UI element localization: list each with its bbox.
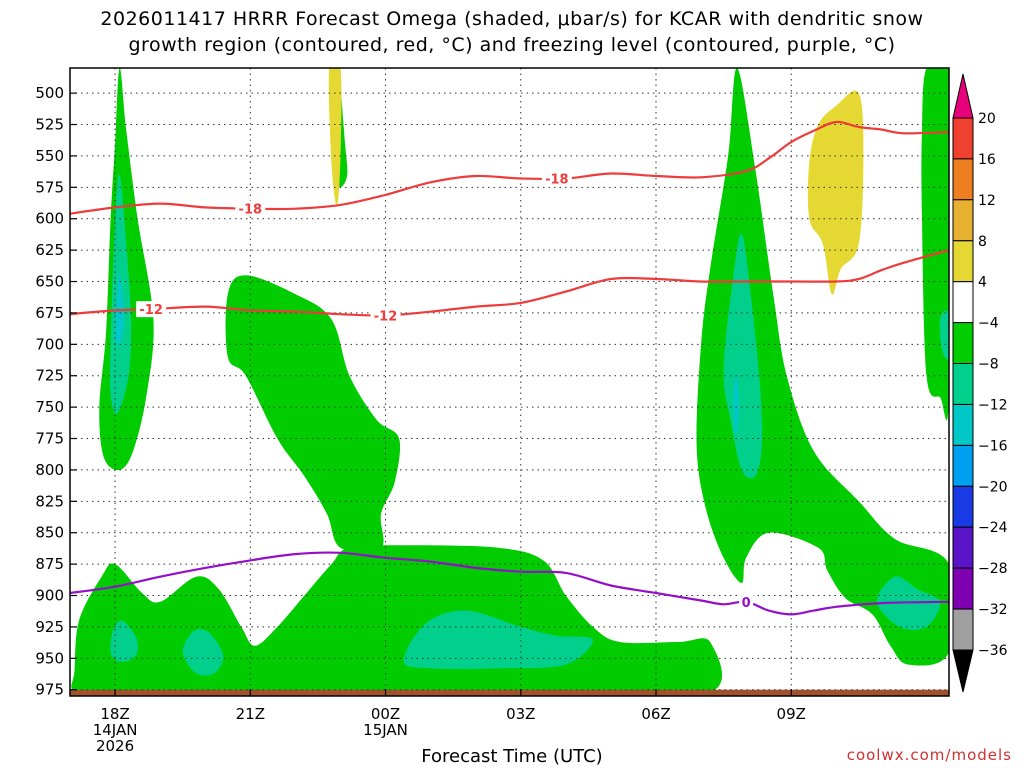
x-tick-sublabel-0-1: 2026 (96, 737, 134, 755)
y-tick-label-950: 950 (35, 649, 64, 667)
omega-region-16 (807, 90, 864, 295)
colorbar-top-arrow (952, 73, 974, 119)
y-tick-label-750: 750 (35, 398, 64, 416)
x-tick-sublabel-2-0: 15JAN (363, 721, 408, 739)
y-tick-label-925: 925 (35, 618, 64, 636)
omega-region-12 (939, 310, 949, 360)
colorbar-label-11: −28 (978, 561, 1008, 577)
dgz-label-bg-2 (136, 301, 167, 318)
colorbar-segment-11 (952, 567, 974, 610)
dgz-contour-label-1: -18 (545, 173, 569, 188)
dgz-contour-line-2 (70, 249, 949, 317)
y-tick-label-975: 975 (35, 681, 64, 699)
colorbar-segment-0 (952, 117, 974, 160)
colorbar-segment-1 (952, 158, 974, 201)
colorbar-segment-6 (952, 363, 974, 405)
omega-region-5 (921, 68, 949, 421)
y-tick-label-600: 600 (35, 210, 64, 228)
credit-text: coolwx.com/models (846, 746, 1012, 764)
colorbar-label-8: −16 (978, 438, 1008, 454)
x-tick-label-5: 09Z (777, 705, 806, 723)
colorbar-label-4: 4 (978, 275, 987, 291)
colorbar-label-10: −24 (978, 520, 1008, 536)
y-tick-label-575: 575 (35, 178, 64, 196)
dgz-label-bg-1 (541, 170, 572, 187)
y-tick-label-900: 900 (35, 587, 64, 605)
y-tick-label-500: 500 (35, 84, 64, 102)
dgz-contour-label-2: -12 (139, 303, 163, 318)
omega-region-14 (733, 375, 739, 434)
colorbar: 20 16 12 8 4 −4 −8 −12 −16 −20 −24 −28 −32 −36 (952, 73, 1008, 693)
omega-region-4 (696, 68, 949, 666)
colorbar-segment-5 (952, 322, 974, 365)
freezing-level-line (70, 551, 949, 616)
y-tick-label-800: 800 (35, 461, 64, 479)
colorbar-segment-3 (952, 240, 974, 283)
colorbar-label-7: −12 (978, 398, 1008, 414)
colorbar-segment-9 (952, 485, 974, 528)
y-tick-label-875: 875 (35, 555, 64, 573)
y-tick-label-700: 700 (35, 335, 64, 353)
colorbar-label-3: 8 (978, 234, 987, 250)
x-tick-label-0: 18Z (100, 705, 129, 723)
x-tick-label-4: 06Z (641, 705, 670, 723)
colorbar-label-1: 16 (978, 152, 996, 168)
colorbar-label-5: −4 (978, 316, 999, 332)
colorbar-segment-4 (952, 281, 974, 324)
omega-region-15 (328, 68, 342, 207)
terrain-band (70, 689, 949, 696)
y-tick-label-650: 650 (35, 273, 64, 291)
plot-frame (69, 67, 950, 697)
colorbar-segment-10 (952, 526, 974, 569)
omega-region-7 (110, 620, 139, 662)
dgz-label-bg-3 (370, 307, 401, 324)
contour-lines: -18 -18 -12 -12 0 (70, 120, 949, 616)
x-tick-label-3: 03Z (506, 705, 535, 723)
freezing-label-bg (739, 593, 754, 610)
x-tick-label-1: 21Z (236, 705, 265, 723)
colorbar-segment-2 (952, 199, 974, 242)
colorbar-label-2: 12 (978, 193, 996, 209)
colorbar-bottom-arrow (952, 649, 974, 693)
omega-region-9 (403, 610, 594, 670)
x-tick-sublabel-0-0: 14JAN (93, 721, 138, 739)
terrain-layer (70, 689, 949, 696)
colorbar-label-0: 20 (978, 111, 996, 127)
omega-region-10 (723, 233, 763, 479)
y-tick-label-775: 775 (35, 430, 64, 448)
dgz-label-bg-0 (235, 200, 266, 217)
grid-lines (70, 68, 949, 696)
colorbar-segment-7 (952, 404, 974, 446)
freezing-level-label: 0 (742, 596, 751, 611)
y-tick-label-825: 825 (35, 492, 64, 510)
y-tick-label-550: 550 (35, 147, 64, 165)
y-axis: 500 525 550 575 600 625 650 675 700 725 750 775 800 8… (35, 84, 77, 699)
x-axis-label: Forecast Time (UTC) (421, 746, 603, 767)
chart-title-line-1: 2026011417 HRRR Forecast Omega (shaded, … (100, 8, 924, 30)
dgz-contour-label-3: -12 (374, 309, 398, 324)
colorbar-label-6: −8 (978, 357, 999, 373)
omega-region-8 (182, 628, 224, 676)
y-tick-label-850: 850 (35, 524, 64, 542)
colorbar-segment-12 (952, 608, 974, 651)
y-tick-label-525: 525 (35, 116, 64, 134)
y-tick-label-625: 625 (35, 241, 64, 259)
colorbar-label-13: −36 (978, 643, 1008, 659)
y-tick-label-725: 725 (35, 367, 64, 385)
x-tick-label-2: 00Z (371, 705, 400, 723)
chart-title-line-2: growth region (contoured, red, °C) and f… (128, 34, 896, 56)
y-tick-label-675: 675 (35, 304, 64, 322)
dgz-contour-label-0: -18 (239, 203, 263, 218)
colorbar-segment-8 (952, 444, 974, 487)
colorbar-label-9: −20 (978, 479, 1008, 495)
colorbar-label-12: −32 (978, 602, 1008, 618)
